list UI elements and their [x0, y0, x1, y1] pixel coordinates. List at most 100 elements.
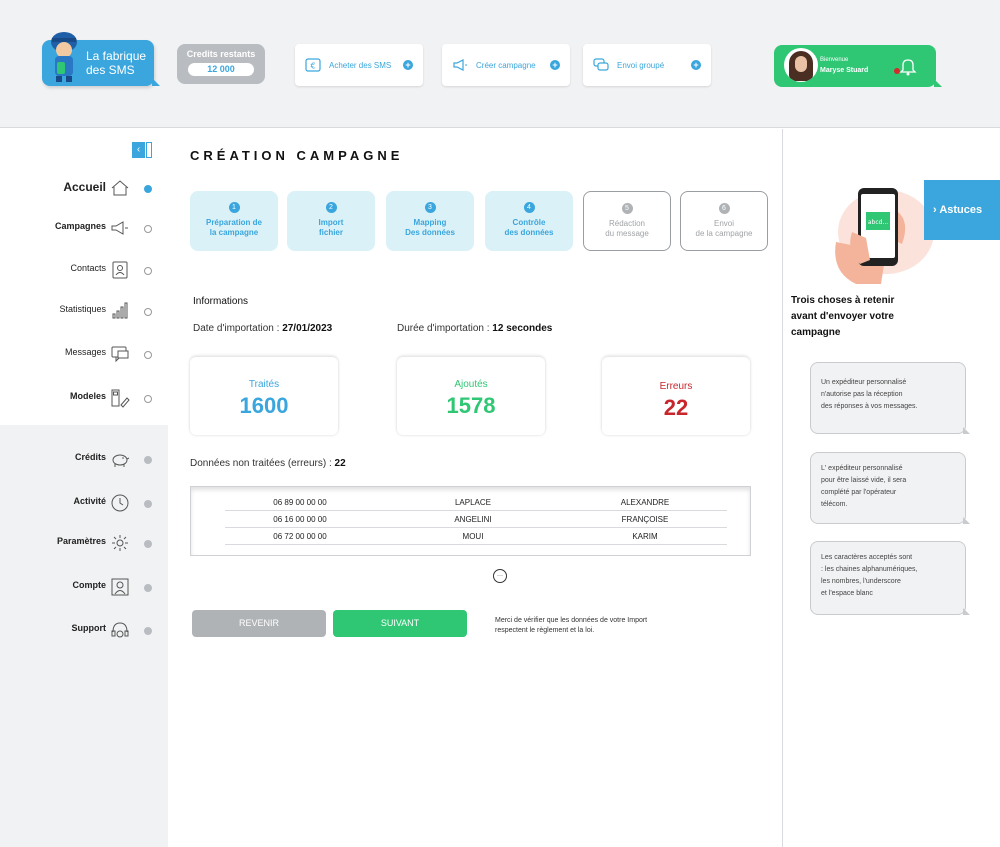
step-label-line2: de la campagne: [695, 229, 753, 238]
logo-text-line2: des SMS: [86, 63, 135, 77]
tip-card-1: Un expéditeur personnalisé n'autorise pa…: [810, 362, 970, 434]
status-dot: [144, 584, 152, 592]
tips-tab[interactable]: › Astuces: [924, 180, 1000, 240]
step-4[interactable]: 4 Contrôle des données: [485, 191, 573, 251]
step-2[interactable]: 2 Import fichier: [287, 191, 375, 251]
app-logo[interactable]: La fabrique des SMS: [42, 32, 160, 86]
stepper: 1 Préparation de la campagne 2 Import fi…: [190, 191, 780, 251]
table-row[interactable]: 06 72 00 00 00 MOUI KARIM: [225, 528, 727, 545]
step-1[interactable]: 1 Préparation de la campagne: [190, 191, 278, 251]
sidebar-item-label: Campagnes: [54, 221, 106, 231]
collapse-sidebar-button[interactable]: ‹: [132, 142, 152, 158]
avatar[interactable]: [784, 48, 818, 82]
back-button[interactable]: REVENIR: [192, 610, 326, 637]
sidebar-item-campagnes[interactable]: Campagnes: [0, 216, 168, 240]
step-label-line2: la campagne: [209, 228, 259, 237]
stat-value: 1600: [239, 393, 289, 418]
bell-icon[interactable]: [898, 56, 918, 76]
step-number: 4: [523, 202, 535, 213]
phone-hand-illustration: abcd...: [835, 188, 934, 284]
piggy-bank-icon: [112, 454, 130, 467]
logo-text-line1: La fabrique: [86, 49, 147, 63]
stat-card-processed: Traités 1600: [190, 357, 338, 435]
plus-icon: +: [403, 60, 413, 70]
stat-label: Traités: [248, 379, 280, 390]
import-duration: Durée d'importation : 12 secondes: [397, 323, 552, 334]
sidebar-item-label: Modeles: [69, 391, 106, 401]
chat-bubbles-icon: [593, 58, 609, 71]
user-welcome-box[interactable]: Bienvenue Maryse Stuard: [774, 45, 942, 87]
sidebar-item-compte[interactable]: Compte: [0, 575, 168, 599]
step-number: 2: [325, 202, 337, 213]
phone-cell: 06 72 00 00 00: [273, 532, 327, 541]
sidebar-item-label: Messages: [64, 347, 106, 357]
import-duration-value: 12 secondes: [492, 323, 553, 334]
tips-title-line2: avant d'envoyer votre: [791, 311, 894, 322]
tips-title-line1: Trois choses à retenir: [791, 295, 895, 306]
buy-sms-button[interactable]: € Acheter des SMS +: [295, 44, 423, 86]
sidebar: ‹ Accueil Campagnes Contacts Statistique…: [0, 129, 168, 847]
tip-card-2: L' expéditeur personnalisé pour être lai…: [810, 452, 970, 524]
stat-label: Erreurs: [659, 381, 693, 392]
step-label-line1: Mapping: [413, 218, 447, 227]
sidebar-item-support[interactable]: Support: [0, 618, 168, 642]
sidebar-item-credits[interactable]: Crédits: [0, 447, 168, 471]
status-dot: [144, 627, 152, 635]
stat-card-added: Ajoutés 1578: [397, 357, 545, 435]
svg-text:€: €: [310, 62, 315, 71]
tip-line: complété par l'opérateur: [821, 489, 897, 496]
status-dot: [144, 308, 152, 316]
tip-line: n'autorise pas la réception: [821, 391, 903, 398]
buy-sms-label: Acheter des SMS: [329, 60, 392, 70]
step-number: 3: [424, 202, 436, 213]
errors-label: Données non traitées (erreurs) :: [190, 458, 332, 469]
tip-line: pour être laissé vide, il sera: [821, 477, 907, 484]
step-label-line2: Des données: [405, 228, 455, 237]
bar-chart-icon: [112, 302, 128, 319]
sidebar-item-messages[interactable]: Messages: [0, 342, 168, 366]
sidebar-item-contacts[interactable]: Contacts: [0, 258, 168, 282]
status-dot: [144, 267, 152, 275]
tips-title: Trois choses à retenir avant d'envoyer v…: [791, 293, 951, 341]
status-dot: [144, 456, 152, 464]
welcome-label: Bienvenue: [820, 57, 849, 63]
create-campaign-button[interactable]: Créer campagne +: [442, 44, 570, 86]
next-button[interactable]: SUIVANT: [333, 610, 467, 637]
phone-cell: 06 89 00 00 00: [273, 498, 327, 507]
sidebar-item-label: Contacts: [70, 263, 106, 273]
step-label-line1: Contrôle: [512, 218, 546, 227]
sidebar-item-accueil[interactable]: Accueil: [0, 176, 168, 200]
megaphone-icon: [453, 59, 467, 71]
notification-dot: [894, 68, 900, 74]
status-dot: [144, 540, 152, 548]
lastname-cell: ANGELINI: [454, 515, 492, 524]
more-rows-icon[interactable]: ···: [493, 569, 507, 583]
errors-table[interactable]: 06 89 00 00 00 LAPLACE ALEXANDRE 06 16 0…: [190, 486, 751, 556]
verification-note: Merci de vérifier que les données de vot…: [495, 616, 685, 636]
step-5[interactable]: 5 Rédaction du message: [583, 191, 671, 251]
stat-value: 1578: [446, 393, 496, 418]
import-date-label: Date d'importation :: [193, 323, 280, 334]
credits-widget: Credits restants 12 000: [177, 44, 265, 84]
tip-line: télécom.: [821, 501, 848, 508]
sidebar-item-statistiques[interactable]: Statistiques: [0, 299, 168, 323]
group-send-button[interactable]: Envoi groupé +: [583, 44, 711, 86]
status-dot: [144, 351, 152, 359]
step-label-line2: du message: [605, 229, 649, 238]
step-6[interactable]: 6 Envoi de la campagne: [680, 191, 768, 251]
table-row[interactable]: 06 16 00 00 00 ANGELINI FRANÇOISE: [225, 511, 727, 528]
user-name: Maryse Stuard: [820, 67, 869, 74]
tips-tab-label: Astuces: [939, 204, 983, 216]
sidebar-item-parametres[interactable]: Paramètres: [0, 531, 168, 555]
mascot-icon: [51, 32, 77, 82]
tip-line: les nombres, l'underscore: [821, 578, 901, 585]
table-row[interactable]: 06 89 00 00 00 LAPLACE ALEXANDRE: [225, 494, 727, 511]
credits-label: Credits restants: [186, 49, 256, 59]
step-label-line1: Rédaction: [608, 219, 646, 228]
stat-value: 22: [663, 395, 689, 420]
sidebar-item-activite[interactable]: Activité: [0, 491, 168, 515]
tip-line: des réponses à vos messages.: [821, 403, 918, 410]
step-3[interactable]: 3 Mapping Des données: [386, 191, 474, 251]
gear-icon: [112, 535, 128, 551]
sidebar-item-modeles[interactable]: Modeles: [0, 386, 168, 410]
